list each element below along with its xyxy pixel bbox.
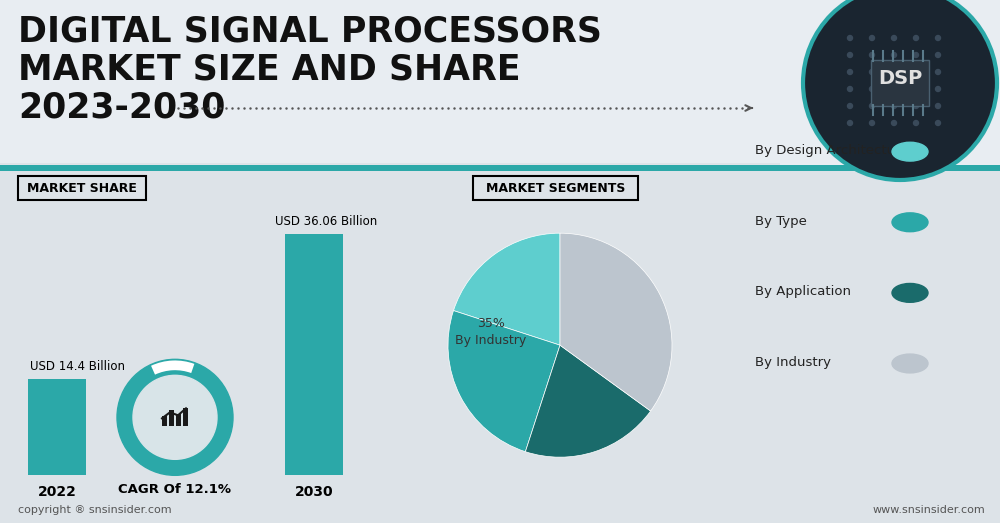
Circle shape [870,86,874,92]
Circle shape [848,70,852,74]
Circle shape [936,104,940,108]
Text: By Design Architecture: By Design Architecture [755,144,909,157]
Circle shape [892,104,896,108]
Bar [162,416,167,426]
Circle shape [936,120,940,126]
Bar [780,0,1000,168]
Text: 2023-2030: 2023-2030 [18,91,225,125]
Wedge shape [525,345,651,457]
Circle shape [936,36,940,40]
Circle shape [848,120,852,126]
Text: copyright ® snsinsider.com: copyright ® snsinsider.com [18,505,172,515]
Circle shape [914,52,918,58]
Circle shape [848,52,852,58]
Text: DIGITAL SIGNAL PROCESSORS: DIGITAL SIGNAL PROCESSORS [18,15,602,49]
Circle shape [914,86,918,92]
Bar [176,414,181,426]
Circle shape [936,52,940,58]
Circle shape [870,104,874,108]
Text: MARKET SIZE AND SHARE: MARKET SIZE AND SHARE [18,53,520,87]
Circle shape [914,70,918,74]
Wedge shape [453,233,560,345]
Circle shape [936,70,940,74]
Circle shape [892,120,896,126]
Bar [285,234,343,475]
Circle shape [117,359,233,475]
Circle shape [870,120,874,126]
Text: MARKET SEGMENTS: MARKET SEGMENTS [486,181,625,195]
Circle shape [914,120,918,126]
Circle shape [892,86,896,92]
Bar [0,165,1000,171]
Bar [28,379,86,475]
Circle shape [805,0,995,178]
Bar [169,411,174,426]
Circle shape [914,36,918,40]
Text: www.snsinsider.com: www.snsinsider.com [872,505,985,515]
Text: By Application: By Application [755,286,851,298]
Bar [0,0,780,168]
Text: CAGR Of 12.1%: CAGR Of 12.1% [119,483,232,496]
Text: DSP: DSP [878,69,922,87]
Text: MARKET SHARE: MARKET SHARE [27,181,137,195]
Wedge shape [448,311,560,452]
Text: By Type: By Type [755,215,807,228]
Bar [0,163,1000,523]
Wedge shape [560,233,672,411]
Text: 2022: 2022 [38,485,76,499]
Circle shape [870,70,874,74]
Circle shape [892,36,896,40]
Bar [18,176,146,200]
Circle shape [914,104,918,108]
Bar [473,176,638,200]
Circle shape [870,52,874,58]
FancyBboxPatch shape [871,60,929,106]
Text: 35%
By Industry: 35% By Industry [455,317,526,347]
Circle shape [870,36,874,40]
Circle shape [848,36,852,40]
Bar [183,408,188,426]
Circle shape [133,376,217,459]
Text: 2030: 2030 [295,485,333,499]
Circle shape [936,86,940,92]
Text: By Industry: By Industry [755,356,831,369]
Text: USD 36.06 Billion: USD 36.06 Billion [275,215,377,229]
Circle shape [892,52,896,58]
Text: USD 14.4 Billion: USD 14.4 Billion [30,360,125,373]
Circle shape [892,70,896,74]
Circle shape [848,86,852,92]
Circle shape [848,104,852,108]
